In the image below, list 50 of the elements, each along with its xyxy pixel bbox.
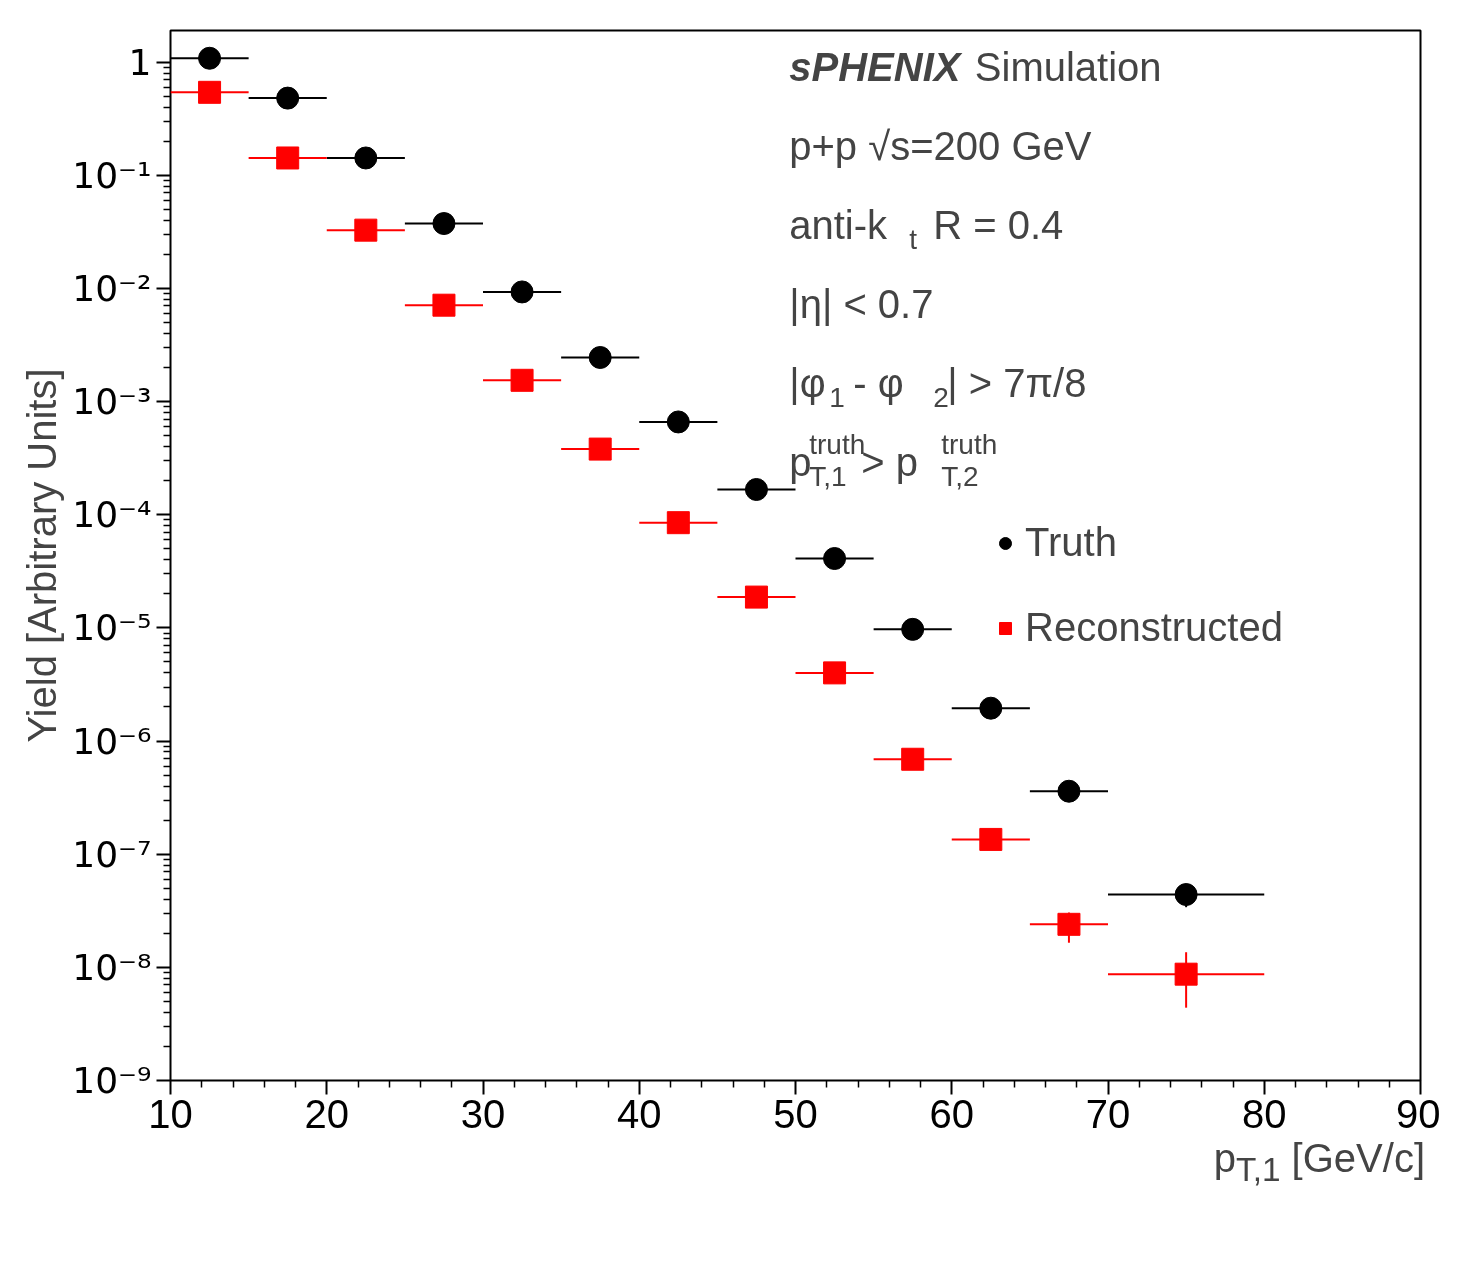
point (276, 86, 300, 110)
point (666, 511, 690, 535)
point (979, 827, 1003, 851)
x-tick-label: 90 (1396, 1091, 1441, 1136)
x-tick-label: 80 (1242, 1091, 1287, 1136)
point (198, 80, 222, 104)
y-tick-label: 10⁻⁸ (72, 946, 152, 988)
point (666, 410, 690, 434)
point (432, 293, 456, 317)
x-axis-title: p$_{T,1}$ [GeV/c] (1213, 1136, 1425, 1188)
point (901, 617, 925, 641)
y-tick-label: 10⁻⁵ (72, 607, 152, 649)
point (823, 547, 847, 570)
point (354, 218, 378, 242)
annotation: p+p √s=200 GeV (789, 123, 1092, 168)
point (1057, 779, 1081, 803)
point (354, 146, 378, 170)
y-tick-label: 10⁻⁴ (72, 494, 152, 536)
point (1174, 962, 1198, 986)
chart-title: sPHENIX Simulation (789, 44, 1162, 89)
point (198, 46, 222, 70)
y-tick-label: 10⁻³ (72, 381, 152, 423)
point (823, 661, 847, 685)
point (744, 478, 768, 501)
legend-label: Truth (1025, 520, 1117, 565)
x-tick-label: 30 (460, 1091, 506, 1136)
y-tick-label: 1 (128, 41, 152, 83)
y-tick-label: 10⁻¹ (72, 154, 152, 196)
y-tick-label: 10⁻⁶ (72, 720, 152, 762)
point (510, 368, 534, 392)
y-tick-label: 10⁻⁷ (72, 833, 152, 875)
point (588, 346, 612, 369)
point (1057, 912, 1081, 936)
point (588, 437, 612, 461)
point (510, 280, 534, 304)
annotation: |η| < 0.7 (789, 281, 934, 326)
y-tick-label: 10⁻² (72, 267, 152, 309)
x-tick-label: 50 (773, 1091, 818, 1136)
point (432, 212, 456, 236)
x-tick-label: 20 (304, 1091, 349, 1136)
x-tick-label: 40 (617, 1091, 662, 1136)
legend-label: Reconstructed (1025, 605, 1283, 650)
point (276, 146, 300, 170)
point (901, 747, 925, 771)
point (979, 696, 1003, 720)
y-axis-title: Yield [Arbitrary Units] (20, 368, 65, 743)
point (1174, 883, 1198, 906)
x-tick-label: 60 (929, 1091, 974, 1136)
x-tick-label: 70 (1085, 1091, 1131, 1136)
point (744, 585, 768, 609)
